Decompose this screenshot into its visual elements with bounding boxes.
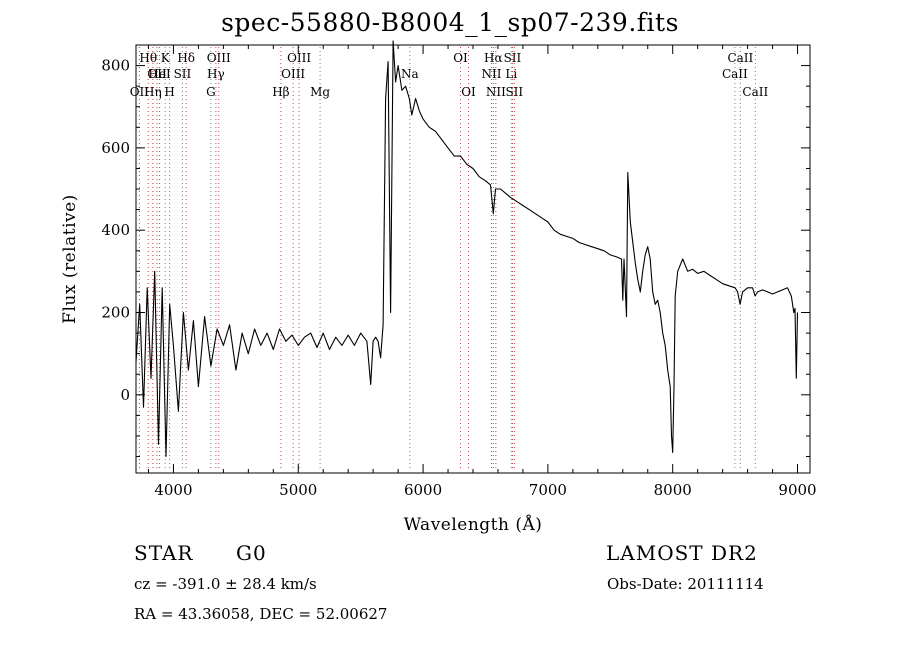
line-marker-label: OII xyxy=(147,67,167,81)
x-axis: 4000 5000 6000 7000 8000 9000 xyxy=(147,45,817,499)
line-marker-label: OI xyxy=(461,85,476,99)
line-marker-label: CaII xyxy=(742,85,768,99)
y-tick-label: 400 xyxy=(101,221,130,239)
x-tick-label: 8000 xyxy=(654,481,692,499)
x-tick-label: 9000 xyxy=(778,481,816,499)
y-tick-label: 800 xyxy=(101,57,130,75)
line-marker-label: G xyxy=(206,85,216,99)
line-marker-label: HeI xyxy=(148,67,171,81)
object-class: STAR xyxy=(134,541,194,565)
y-axis-label: Flux (relative) xyxy=(60,194,80,324)
line-markers xyxy=(138,47,756,471)
plot-frame xyxy=(135,44,811,474)
spectrum-line xyxy=(135,40,799,458)
line-marker-label: OIII xyxy=(207,51,231,65)
line-marker-label: K xyxy=(161,51,171,65)
line-marker-label: OIII xyxy=(287,51,311,65)
line-marker-label: H xyxy=(164,85,174,99)
line-marker-label: Hα xyxy=(484,51,503,65)
observation-date: Obs-Date: 20111114 xyxy=(607,575,764,593)
chart-title: spec-55880-B8004_1_sp07-239.fits xyxy=(221,8,679,37)
x-tick-label: 7000 xyxy=(529,481,567,499)
line-marker-label: Hη xyxy=(144,85,162,99)
y-axis: 0 200 400 600 800 xyxy=(101,44,810,458)
line-marker-label: Hδ xyxy=(177,51,195,65)
line-marker-label: Li xyxy=(505,67,517,81)
line-marker-label: OII xyxy=(130,85,150,99)
line-marker-label: OIII xyxy=(281,67,305,81)
line-marker-label: Na xyxy=(401,67,419,81)
y-tick-label: 0 xyxy=(120,386,130,404)
line-marker-label: CaII xyxy=(727,51,753,65)
y-tick-label: 600 xyxy=(101,139,130,157)
survey-name: LAMOST DR2 xyxy=(606,541,758,565)
line-marker-label: OI xyxy=(453,51,468,65)
x-tick-label: 5000 xyxy=(279,481,317,499)
object-subclass: G0 xyxy=(236,541,267,565)
line-marker-label: Hγ xyxy=(207,67,225,81)
line-marker-label: NII xyxy=(486,85,506,99)
x-tick-label: 4000 xyxy=(154,481,192,499)
line-marker-labels: OIIHθHηOIIHeIKHSIIHδGHγOIIIHβOIIIOIIIMgN… xyxy=(130,51,769,99)
sky-coordinates: RA = 43.36058, DEC = 52.00627 xyxy=(134,605,388,623)
line-marker-label: Hθ xyxy=(139,51,157,65)
x-axis-label: Wavelength (Å) xyxy=(404,514,543,535)
line-marker-label: CaII xyxy=(722,67,748,81)
line-marker-label: NII xyxy=(481,67,501,81)
line-marker-label: Hβ xyxy=(272,85,289,99)
redshift-velocity: cz = -391.0 ± 28.4 km/s xyxy=(134,575,317,593)
line-marker-label: SII xyxy=(505,85,523,99)
line-marker-label: SII xyxy=(504,51,522,65)
line-marker-label: SII xyxy=(174,67,192,81)
line-marker-label: Mg xyxy=(310,85,330,99)
y-tick-label: 200 xyxy=(101,304,130,322)
x-tick-label: 6000 xyxy=(404,481,442,499)
